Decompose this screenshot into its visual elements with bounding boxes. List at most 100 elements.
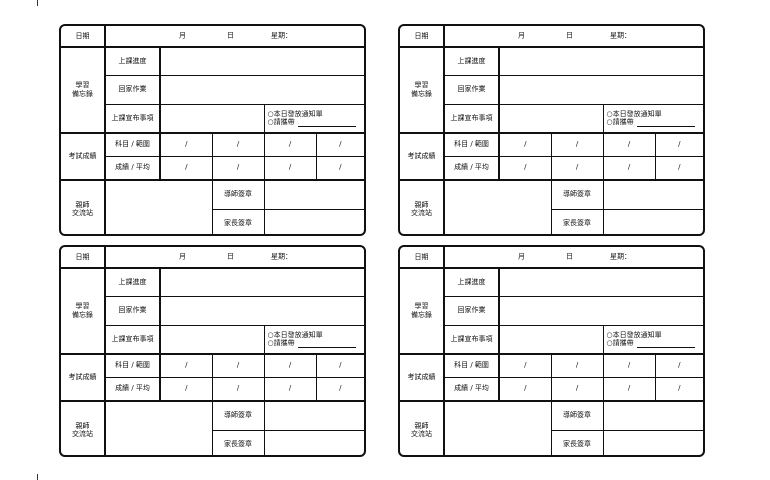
subject-range-field[interactable]: /: [498, 353, 552, 378]
subject-range-field[interactable]: /: [211, 132, 265, 157]
subject-range-field[interactable]: /: [602, 132, 656, 157]
homework-field[interactable]: [498, 74, 703, 105]
date-field[interactable]: 月 日 星期：: [443, 26, 703, 48]
contact-book-card: 日期 月 日 星期： 學習 備忘錄 上課進度 回家作業 上課宣布事項 ○本日發放…: [59, 24, 366, 236]
weekday-label: 星期：: [271, 31, 292, 40]
bring-item-field[interactable]: [297, 341, 356, 348]
subject-range-field[interactable]: /: [498, 132, 552, 157]
announcement-field[interactable]: [498, 324, 604, 355]
parent-sign-field[interactable]: [602, 429, 703, 455]
teacher-sign-field[interactable]: [263, 179, 364, 210]
notice-option-bring[interactable]: ○請攜帶: [606, 118, 634, 127]
homework-field[interactable]: [498, 295, 703, 326]
score-average-field[interactable]: /: [315, 376, 364, 402]
announcement-field[interactable]: [159, 103, 265, 134]
date-label: 日期: [400, 247, 445, 269]
study-memo-label: 學習 備忘錄: [400, 267, 445, 355]
contact-book-card: 日期 月 日 星期： 學習 備忘錄 上課進度 回家作業 上課宣布事項 ○本日發放…: [59, 245, 366, 457]
subject-range-field[interactable]: /: [654, 132, 703, 157]
date-field[interactable]: 月 日 星期：: [104, 26, 364, 48]
announcement-field[interactable]: [498, 103, 604, 134]
score-average-field[interactable]: /: [602, 376, 656, 402]
progress-field[interactable]: [159, 267, 364, 297]
exchange-field[interactable]: [443, 400, 552, 455]
day-label: 日: [227, 252, 234, 261]
parent-sign-field[interactable]: [263, 208, 364, 234]
score-average-field[interactable]: /: [263, 155, 317, 181]
study-memo-label: 學習 備忘錄: [61, 267, 106, 355]
score-average-label: 成績 / 平均: [444, 155, 500, 181]
score-average-field[interactable]: /: [211, 376, 265, 402]
parent-sign-field[interactable]: [602, 208, 703, 234]
announcement-field[interactable]: [159, 324, 265, 355]
subject-range-field[interactable]: /: [315, 132, 364, 157]
subject-range-field[interactable]: /: [159, 132, 213, 157]
contact-book-table: 日期 月 日 星期： 學習 備忘錄 上課進度 回家作業 上課宣布事項 ○本日發放…: [61, 247, 364, 455]
notice-option-issued[interactable]: ○本日發放通知單: [606, 330, 662, 339]
teacher-sign-field[interactable]: [602, 400, 703, 431]
progress-field[interactable]: [159, 46, 364, 76]
bring-item-field[interactable]: [636, 341, 695, 348]
notice-option-bring[interactable]: ○請攜帶: [267, 118, 295, 127]
homework-field[interactable]: [159, 74, 364, 105]
parent-sign-label: 家長簽章: [551, 208, 604, 234]
bring-item-field[interactable]: [636, 120, 695, 127]
score-average-field[interactable]: /: [498, 155, 552, 181]
date-label: 日期: [61, 26, 106, 48]
score-average-field[interactable]: /: [315, 155, 364, 181]
parent-sign-field[interactable]: [263, 429, 364, 455]
score-average-field[interactable]: /: [263, 376, 317, 402]
homework-field[interactable]: [159, 295, 364, 326]
progress-label: 上課進度: [443, 46, 500, 76]
progress-field[interactable]: [498, 267, 703, 297]
exchange-field[interactable]: [443, 179, 552, 234]
announcement-label: 上課宣布事項: [444, 103, 500, 134]
exam-label: 考試成績: [61, 132, 106, 181]
progress-label: 上課進度: [104, 267, 161, 297]
exam-label: 考試成績: [400, 353, 445, 402]
score-average-field[interactable]: /: [654, 376, 703, 402]
teacher-sign-field[interactable]: [602, 179, 703, 210]
teacher-sign-label: 導師簽章: [211, 400, 265, 431]
exchange-field[interactable]: [104, 179, 213, 234]
subject-range-field[interactable]: /: [602, 353, 656, 378]
subject-range-field[interactable]: /: [159, 353, 213, 378]
subject-range-field[interactable]: /: [315, 353, 364, 378]
score-average-field[interactable]: /: [211, 155, 265, 181]
notice-option-issued[interactable]: ○本日發放通知單: [267, 330, 323, 339]
subject-range-field[interactable]: /: [211, 353, 265, 378]
teacher-sign-field[interactable]: [263, 400, 364, 431]
month-label: 月: [179, 31, 186, 40]
subject-range-field[interactable]: /: [263, 132, 317, 157]
contact-book-card: 日期 月 日 星期： 學習 備忘錄 上課進度 回家作業 上課宣布事項 ○本日發放…: [398, 24, 705, 236]
notice-option-issued[interactable]: ○本日發放通知單: [606, 109, 662, 118]
parent-sign-label: 家長簽章: [212, 429, 265, 455]
score-average-field[interactable]: /: [498, 376, 552, 402]
bring-item-field[interactable]: [297, 120, 356, 127]
score-average-field[interactable]: /: [602, 155, 656, 181]
notice-option-bring[interactable]: ○請攜帶: [606, 339, 634, 348]
progress-label: 上課進度: [104, 46, 161, 76]
score-average-field[interactable]: /: [550, 376, 604, 402]
date-field[interactable]: 月 日 星期：: [443, 247, 703, 269]
notice-option-issued[interactable]: ○本日發放通知單: [267, 109, 323, 118]
day-label: 日: [227, 31, 234, 40]
date-field[interactable]: 月 日 星期：: [104, 247, 364, 269]
score-average-field[interactable]: /: [159, 155, 213, 181]
subject-range-field[interactable]: /: [263, 353, 317, 378]
notice-option-bring[interactable]: ○請攜帶: [267, 339, 295, 348]
score-average-field[interactable]: /: [654, 155, 703, 181]
exchange-field[interactable]: [104, 400, 213, 455]
notice-options: ○本日發放通知單 ○請攜帶: [263, 324, 364, 355]
subject-range-field[interactable]: /: [550, 353, 604, 378]
subject-range-field[interactable]: /: [550, 132, 604, 157]
crop-mark-bottom: [37, 474, 38, 480]
subject-range-field[interactable]: /: [654, 353, 703, 378]
date-label: 日期: [400, 26, 445, 48]
progress-field[interactable]: [498, 46, 703, 76]
score-average-field[interactable]: /: [550, 155, 604, 181]
exchange-label: 親師 交流站: [400, 179, 445, 234]
exam-label: 考試成績: [400, 132, 445, 181]
exchange-label: 親師 交流站: [61, 400, 106, 455]
score-average-field[interactable]: /: [159, 376, 213, 402]
